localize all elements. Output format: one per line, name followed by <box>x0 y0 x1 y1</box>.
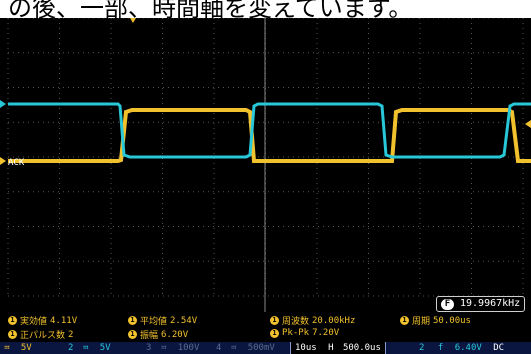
measurement-label: 周波数 <box>282 317 310 327</box>
measurement-label: Pk-Pk <box>282 328 310 338</box>
measurement-item: 1 Pk-Pk 7.20V <box>270 328 339 338</box>
timebase-scale: 10us <box>295 343 317 353</box>
caption-strip: の後、一部、時間軸を変えています。 <box>0 0 531 18</box>
horizontal-position: 500.0us <box>342 343 381 353</box>
measurement-item: 1 周期 50.00us <box>400 314 471 327</box>
channel-1-badge-icon: 1 <box>128 316 137 325</box>
channel-1-status[interactable]: ≕ 5V <box>4 342 32 354</box>
channel-2-waveform <box>8 102 531 159</box>
channel-1-scale: 5V <box>20 343 32 353</box>
waveform-display <box>0 18 531 312</box>
oscilloscope-screen: ACK F 19.9967kHz 1 実効値 4.11V 1 平均値 2.54V… <box>0 18 531 354</box>
channel-1-badge-icon: 1 <box>128 330 137 339</box>
measurement-label: 周期 <box>412 317 431 327</box>
measurement-item: 1 振幅 6.20V <box>128 328 188 341</box>
measurement-value: 20.00kHz <box>312 315 356 326</box>
channel-3-number: 3 <box>146 343 152 353</box>
channel-1-badge-icon: 1 <box>400 316 409 325</box>
channel-3-scale: 100V <box>177 343 200 353</box>
measurement-value: 2.54V <box>170 315 198 326</box>
channel-label: ACK <box>8 158 25 168</box>
measurement-item: 1 実効値 4.11V <box>8 314 77 327</box>
channel-2-marker-icon <box>0 100 6 108</box>
measurement-label: 正パルス数 <box>20 331 66 341</box>
measurement-label: 実効値 <box>20 317 48 327</box>
measurement-item: 1 周波数 20.00kHz <box>270 314 355 327</box>
channel-3-status[interactable]: 3 ≕ 100V <box>146 342 199 354</box>
channel-4-coupling-icon: ≕ <box>230 343 237 353</box>
channel-3-coupling-icon: ≕ <box>160 343 167 353</box>
channel-1-marker-icon <box>0 157 6 165</box>
measurement-label: 平均値 <box>140 317 168 327</box>
trigger-status[interactable]: 2 f 6.40V DC <box>415 342 508 354</box>
measurement-item: 1 正パルス数 2 <box>8 328 73 341</box>
freq-counter-icon: F <box>441 298 454 310</box>
channel-2-number: 2 <box>68 343 74 353</box>
trigger-coupling: DC <box>493 343 505 353</box>
measurement-value: 6.20V <box>161 329 189 340</box>
channel-4-number: 4 <box>216 343 222 353</box>
channel-1-badge-icon: 1 <box>270 316 279 325</box>
timebase-status[interactable]: 10us H 500.0us <box>290 342 386 354</box>
frequency-counter-value: 19.9967kHz <box>460 298 521 309</box>
channel-1-badge-icon: 1 <box>270 328 279 338</box>
measurement-value: 2 <box>68 329 74 340</box>
graticule <box>7 18 524 297</box>
channel-1-badge-icon: 1 <box>8 330 17 339</box>
measurement-label: 振幅 <box>140 331 159 341</box>
trigger-slope-icon: f <box>437 343 444 353</box>
frequency-counter: F 19.9967kHz <box>436 296 526 312</box>
trigger-source: 2 <box>419 343 425 353</box>
measurement-panel: 1 実効値 4.11V 1 平均値 2.54V 1 周波数 20.00kHz 1… <box>0 312 531 342</box>
channel-4-status[interactable]: 4 ≕ 500mV <box>216 342 275 354</box>
channel-2-scale: 5V <box>99 343 111 353</box>
measurement-item: 1 平均値 2.54V <box>128 314 197 327</box>
trigger-position-marker <box>130 18 136 23</box>
trigger-level-marker <box>525 120 531 128</box>
channel-1-coupling-icon: ≕ <box>4 343 10 353</box>
channel-1-badge-icon: 1 <box>8 316 17 325</box>
channel-2-coupling-icon: ≕ <box>82 343 89 353</box>
horizontal-position-icon: H <box>328 343 334 353</box>
trigger-level: 6.40V <box>454 343 482 353</box>
measurement-value: 50.00us <box>433 315 471 326</box>
measurement-value: 4.11V <box>50 315 78 326</box>
channel-4-scale: 500mV <box>247 343 275 353</box>
channel-2-status[interactable]: 2 ≕ 5V <box>68 342 111 354</box>
caption-text: の後、一部、時間軸を変えています。 <box>8 0 413 18</box>
status-bar: ≕ 5V 2 ≕ 5V 3 ≕ 100V 4 ≕ 500mV 10us H 50… <box>0 342 531 354</box>
measurement-value: 7.20V <box>312 328 340 338</box>
